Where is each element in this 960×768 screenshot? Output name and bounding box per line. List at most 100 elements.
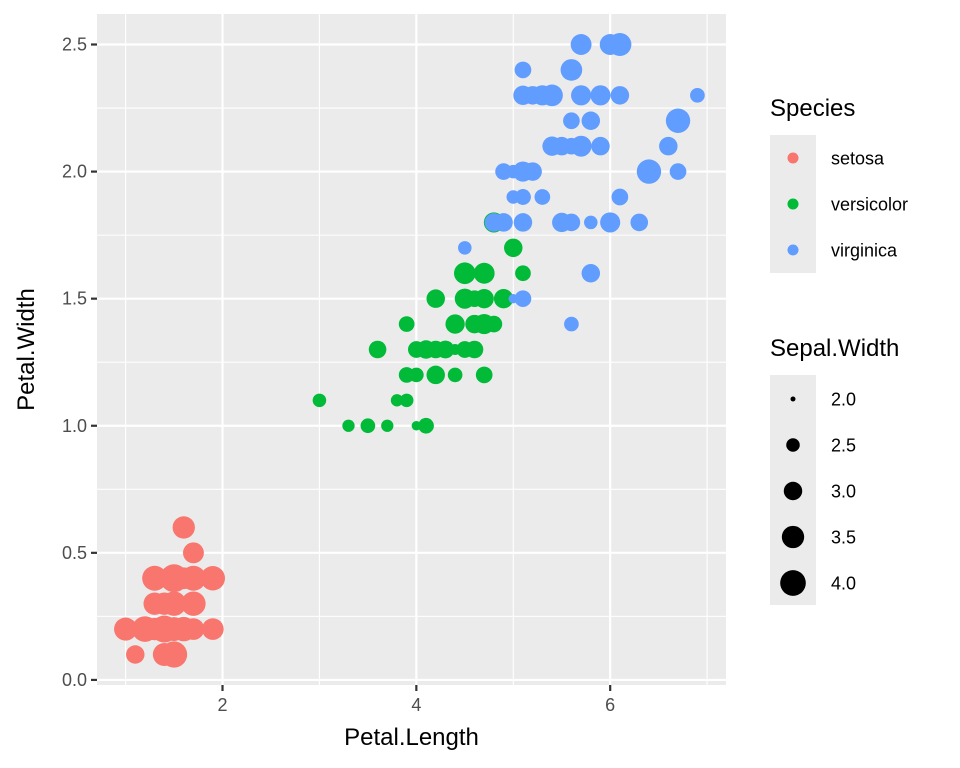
y-tick-label: 1.0: [62, 416, 87, 436]
data-point-virginica: [515, 189, 531, 205]
data-point-versicolor: [504, 238, 523, 258]
data-point-versicolor: [445, 314, 465, 334]
size-key: [781, 525, 805, 549]
y-tick-label: 2.5: [62, 35, 87, 55]
data-point-setosa: [153, 618, 175, 640]
size-key: [783, 481, 803, 501]
data-point-virginica: [506, 190, 521, 204]
species-label-setosa: setosa: [831, 149, 885, 169]
x-tick-label: 2: [218, 695, 228, 715]
species-key-versicolor: [787, 198, 799, 210]
y-axis: 0.0 0.5 1.0 1.5 2.0 2.5: [62, 35, 97, 690]
data-point-versicolor: [475, 366, 493, 384]
size-legend-title: Sepal.Width: [770, 335, 899, 362]
data-point-virginica: [484, 213, 504, 232]
species-label-virginica: virginica: [831, 241, 898, 261]
data-point-virginica: [514, 290, 532, 308]
size-label: 3.5: [831, 528, 856, 548]
data-point-virginica: [630, 213, 649, 232]
data-point-virginica: [563, 137, 580, 155]
x-tick-label: 4: [411, 695, 421, 715]
data-point-setosa: [182, 542, 204, 564]
data-point-virginica: [495, 163, 512, 180]
data-point-setosa: [155, 594, 174, 613]
data-point-versicolor: [447, 367, 463, 383]
data-point-versicolor: [417, 341, 435, 358]
data-point-virginica: [561, 60, 582, 80]
data-point-setosa: [126, 645, 145, 664]
data-point-virginica: [611, 188, 629, 206]
data-point-versicolor: [390, 394, 404, 407]
size-legend: Sepal.Width 2.0 2.5 3.0 3.5 4.0: [770, 335, 899, 605]
data-point-virginica: [591, 136, 610, 156]
x-axis-title: Petal.Length: [344, 724, 479, 751]
data-point-virginica: [514, 61, 532, 79]
data-point-virginica: [581, 111, 601, 130]
data-point-versicolor: [399, 393, 414, 408]
data-point-setosa: [181, 591, 206, 616]
data-point-virginica: [600, 212, 621, 233]
data-point-versicolor: [485, 315, 503, 333]
data-point-virginica: [534, 189, 551, 205]
data-point-virginica: [564, 316, 579, 332]
y-tick-label: 1.5: [62, 289, 87, 309]
data-point-setosa: [200, 566, 226, 591]
data-point-versicolor: [409, 367, 424, 383]
data-point-versicolor: [474, 289, 494, 309]
data-point-versicolor: [418, 417, 434, 434]
data-point-versicolor: [496, 291, 511, 306]
data-point-virginica: [570, 34, 592, 55]
data-point-virginica: [690, 88, 705, 103]
data-point-versicolor: [455, 289, 475, 308]
data-point-versicolor: [453, 262, 476, 285]
data-point-versicolor: [312, 393, 327, 408]
data-point-setosa: [172, 516, 195, 539]
y-tick-label: 2.0: [62, 162, 87, 182]
data-point-versicolor: [426, 289, 445, 308]
data-point-virginica: [552, 212, 572, 233]
size-label: 4.0: [831, 574, 856, 594]
data-point-virginica: [523, 86, 542, 105]
size-label: 2.0: [831, 390, 856, 410]
data-point-setosa: [114, 617, 138, 641]
data-point-virginica: [571, 85, 592, 106]
size-label: 3.0: [831, 482, 856, 502]
data-point-virginica: [636, 159, 662, 184]
data-point-virginica: [523, 162, 542, 181]
size-legend-keys: 2.0 2.5 3.0 3.5 4.0: [780, 390, 856, 596]
y-axis-title: Petal.Width: [13, 288, 40, 411]
data-point-setosa: [142, 565, 168, 591]
species-legend-keys: setosa versicolor virginica: [787, 149, 908, 261]
size-key: [780, 570, 806, 596]
data-point-virginica: [659, 136, 678, 156]
size-key: [790, 396, 796, 402]
data-point-virginica: [542, 136, 562, 156]
data-point-virginica: [610, 86, 630, 105]
data-point-versicolor: [381, 419, 394, 432]
data-point-virginica: [541, 84, 563, 107]
data-point-versicolor: [465, 340, 484, 359]
data-point-versicolor: [343, 420, 354, 432]
data-point-virginica: [608, 32, 632, 57]
data-points: [114, 32, 705, 668]
data-point-versicolor: [436, 340, 455, 359]
data-point-versicolor: [360, 418, 376, 434]
data-point-versicolor: [465, 314, 484, 334]
data-point-setosa: [202, 618, 224, 640]
data-point-virginica: [513, 213, 533, 232]
species-key-virginica: [787, 244, 799, 256]
y-tick-label: 0.0: [62, 670, 87, 690]
x-axis: 2 4 6: [218, 685, 615, 715]
data-point-virginica: [581, 264, 601, 283]
species-label-versicolor: versicolor: [831, 195, 908, 215]
data-point-virginica: [563, 112, 580, 130]
data-point-setosa: [163, 567, 185, 590]
size-key: [786, 438, 800, 452]
species-legend: Species setosa versicolor virginica: [770, 95, 908, 273]
data-point-virginica: [458, 241, 472, 255]
minor-gridlines: [97, 14, 726, 685]
data-point-virginica: [590, 85, 611, 106]
data-point-versicolor: [473, 262, 495, 284]
y-tick-label: 0.5: [62, 543, 87, 563]
